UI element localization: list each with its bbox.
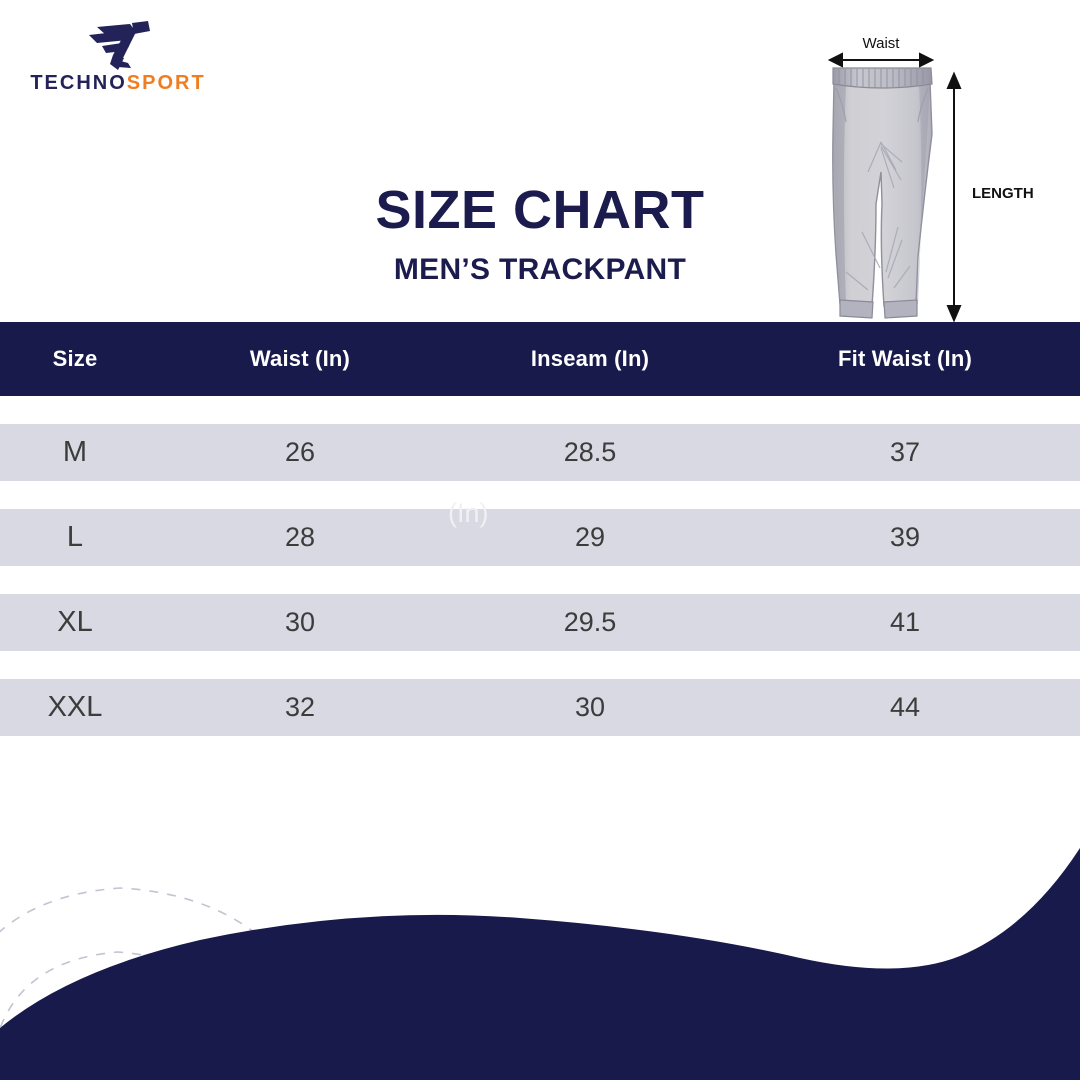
column-header-fit-waist: Fit Waist (In) <box>838 346 972 371</box>
cell-fit-waist: 44 <box>889 692 921 722</box>
navy-wave-shape <box>0 848 1080 1080</box>
cell-size: M <box>62 436 88 468</box>
trackpant-illustration: Waist <box>806 22 1074 323</box>
page-subtitle: MEN’S TRACKPANT <box>393 252 687 286</box>
column-header-size: Size <box>52 346 98 371</box>
cell-size: XXL <box>47 691 103 723</box>
cell-waist: 26 <box>284 437 316 467</box>
column-header-waist: Waist (In) <box>249 346 351 371</box>
length-label: LENGTH <box>972 185 1034 202</box>
horizontal-double-arrow-icon <box>827 52 935 68</box>
table-row: XL 30 29.5 41 <box>0 594 1080 651</box>
waist-label: Waist <box>863 35 901 52</box>
cell-waist: 32 <box>284 692 316 722</box>
brand-logo: TECHNOSPORT <box>18 18 218 104</box>
cell-inseam: 29 <box>574 522 606 552</box>
waistband <box>832 67 933 89</box>
cell-inseam: 30 <box>574 692 606 722</box>
table-row: L 28 29 39 <box>0 509 1080 566</box>
running-figure-icon <box>84 18 154 70</box>
page-title: SIZE CHART <box>375 180 705 240</box>
table-row: XXL 32 30 44 <box>0 679 1080 736</box>
column-header-inseam: Inseam (In) <box>530 346 650 371</box>
bottom-decoration <box>0 780 1080 1081</box>
cell-waist: 30 <box>284 607 316 637</box>
table-header-row: Size Waist (In) Inseam (In) Fit Waist (I… <box>0 322 1080 396</box>
cell-fit-waist: 39 <box>889 522 921 552</box>
table-row: M 26 28.5 37 <box>0 424 1080 481</box>
cell-fit-waist: 37 <box>889 437 921 467</box>
cell-inseam: 29.5 <box>563 607 617 637</box>
cell-size: L <box>66 521 84 553</box>
cell-fit-waist: 41 <box>889 607 921 637</box>
cell-inseam: 28.5 <box>563 437 617 467</box>
table-body: M 26 28.5 37 L 28 29 39 XL 30 29.5 41 XX… <box>0 424 1080 736</box>
size-table: Size Waist (In) Inseam (In) Fit Waist (I… <box>0 322 1080 736</box>
ankle-cuffs <box>839 299 918 319</box>
vertical-double-arrow-icon <box>946 71 962 323</box>
brand-wordmark: TECHNOSPORT <box>18 72 218 95</box>
cell-size: XL <box>57 606 93 638</box>
cell-waist: 28 <box>284 522 316 552</box>
brand-name-part2: SPORT <box>126 72 206 94</box>
title-block: SIZE CHART MEN’S TRACKPANT <box>0 182 1080 287</box>
pant-body <box>832 81 933 307</box>
brand-name-part1: TECHNO <box>30 72 127 94</box>
